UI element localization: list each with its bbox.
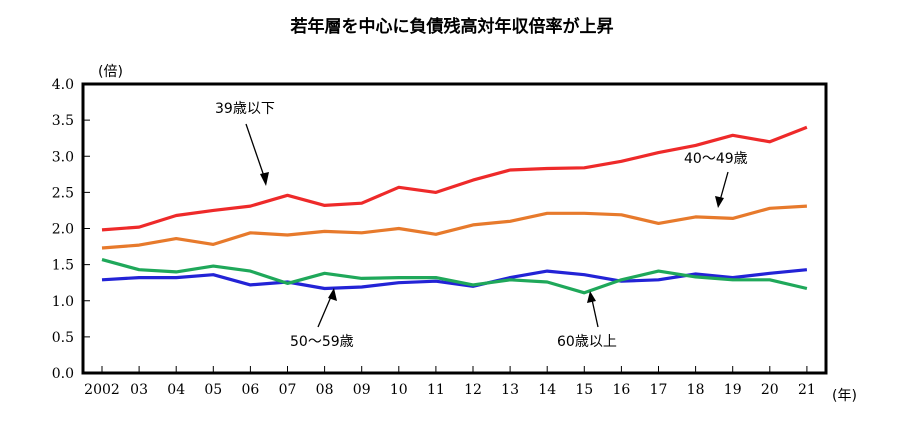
series-line-0 bbox=[101, 125, 808, 232]
x-tick-label: 15 bbox=[575, 382, 593, 398]
annotation-label-40-49: 40～49歳 bbox=[684, 151, 748, 167]
x-tick-label: 19 bbox=[724, 382, 742, 398]
series-line-1 bbox=[101, 204, 807, 250]
x-axis: 2002 03 04 05 06 07 08 09 10 11 12 13 14 15 16 17 18 19 20… bbox=[84, 366, 816, 398]
x-tick-label: 03 bbox=[130, 382, 148, 398]
y-tick-label: 1.5 bbox=[52, 258, 74, 274]
y-tick-label: 4.0 bbox=[52, 77, 74, 93]
x-axis-unit: (年) bbox=[832, 388, 857, 404]
x-tick-label: 17 bbox=[650, 382, 668, 398]
x-tick-label: 13 bbox=[501, 382, 519, 398]
y-tick-label: 2.0 bbox=[52, 222, 74, 238]
annotation-arrowhead-39-under bbox=[260, 172, 269, 186]
annotation-arrowhead-50-59 bbox=[328, 288, 337, 301]
annotation-39-under: 39歳以下 bbox=[215, 101, 275, 186]
x-tick-label: 07 bbox=[279, 382, 297, 398]
x-tick-label: 16 bbox=[612, 382, 630, 398]
annotation-60-over: 60歳以上 bbox=[557, 291, 617, 350]
y-tick-label: 0.0 bbox=[52, 366, 74, 382]
series-line-3 bbox=[101, 258, 808, 295]
y-tick-label: 1.0 bbox=[52, 294, 74, 310]
x-tick-label: 2002 bbox=[84, 382, 120, 398]
x-tick-label: 06 bbox=[241, 382, 259, 398]
x-tick-label: 18 bbox=[687, 382, 705, 398]
y-tick-label: 0.5 bbox=[52, 330, 74, 346]
annotation-50-59: 50～59歳 bbox=[290, 288, 354, 350]
annotation-label-39-under: 39歳以下 bbox=[215, 101, 275, 117]
annotation-arrowhead-60-over bbox=[587, 291, 596, 303]
x-tick-label: 05 bbox=[204, 382, 222, 398]
y-tick-label: 2.5 bbox=[52, 185, 74, 201]
annotation-arrowhead-40-49 bbox=[715, 196, 724, 208]
series-lines bbox=[101, 125, 808, 295]
x-tick-label: 11 bbox=[427, 382, 445, 398]
x-tick-label: 12 bbox=[464, 382, 482, 398]
chart-title: 若年層を中心に負債残高対年収倍率が上昇 bbox=[290, 16, 614, 37]
x-tick-label: 08 bbox=[316, 382, 334, 398]
x-tick-label: 10 bbox=[390, 382, 408, 398]
x-tick-label: 21 bbox=[798, 382, 816, 398]
y-tick-label: 3.0 bbox=[52, 149, 74, 165]
x-tick-label: 04 bbox=[167, 382, 185, 398]
annotation-label-50-59: 50～59歳 bbox=[290, 334, 354, 350]
x-tick-label: 20 bbox=[761, 382, 779, 398]
x-tick-label: 09 bbox=[353, 382, 371, 398]
series-line-2 bbox=[101, 268, 808, 291]
y-axis-unit: (倍) bbox=[98, 64, 123, 80]
annotation-label-60-over: 60歳以上 bbox=[557, 334, 617, 350]
annotation-40-49: 40～49歳 bbox=[684, 151, 748, 208]
y-axis: 0.0 0.5 1.0 1.5 2.0 2.5 3.0 3.5 4.0 bbox=[52, 77, 90, 382]
x-tick-label: 14 bbox=[538, 382, 556, 398]
y-tick-label: 3.5 bbox=[52, 113, 74, 129]
annotation-arrow-39-under bbox=[245, 123, 267, 183]
